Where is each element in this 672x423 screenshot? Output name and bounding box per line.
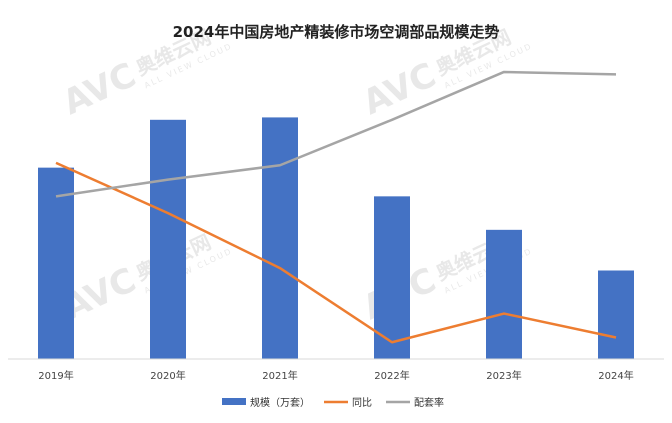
- bar-1: [38, 167, 74, 359]
- legend-label: 同比: [352, 397, 372, 409]
- legend-swatch-bar: [222, 398, 246, 405]
- x-tick-label: 2024年: [598, 369, 633, 382]
- x-tick-label: 2021年: [262, 369, 297, 382]
- line-series: [55, 70, 617, 344]
- bar-6: [598, 270, 634, 359]
- x-tick-label: 2019年: [38, 369, 73, 382]
- bar-4: [374, 196, 410, 359]
- x-tick-label: 2020年: [150, 369, 185, 382]
- bar-series: [38, 117, 634, 360]
- chart-title: 2024年中国房地产精装修市场空调部品规模走势: [173, 23, 500, 41]
- line-series-2: [55, 70, 617, 198]
- legend: 规模（万套） 同比 配套率: [222, 396, 444, 409]
- bar-5: [486, 229, 522, 359]
- x-tick-label: 2023年: [486, 369, 521, 382]
- legend-label: 配套率: [414, 396, 444, 409]
- x-axis-tick-labels: 2019年 2020年 2021年 2022年 2023年 2024年: [38, 369, 633, 382]
- bar-3: [262, 117, 298, 360]
- legend-label: 规模（万套）: [250, 396, 310, 409]
- bar-2: [150, 119, 186, 359]
- line-series-1: [55, 161, 617, 344]
- x-tick-label: 2022年: [374, 369, 409, 382]
